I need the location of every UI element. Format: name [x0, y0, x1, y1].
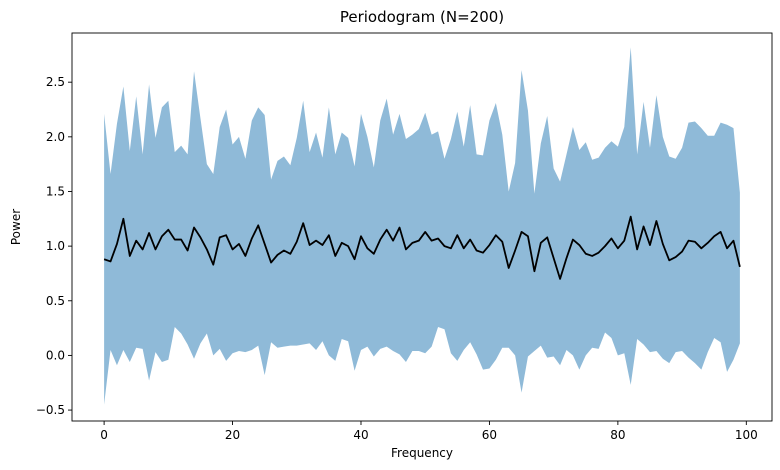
x-tick-label: 0	[100, 428, 108, 442]
x-tick-label: 80	[610, 428, 625, 442]
y-tick-label: 1.0	[46, 239, 65, 253]
mean-power-line	[103, 215, 741, 280]
y-tick-label: 2.5	[46, 75, 65, 89]
y-tick-label: 0.0	[46, 348, 65, 362]
confidence-band	[104, 47, 740, 405]
y-tick-label: 1.5	[46, 184, 65, 198]
x-axis-label: Frequency	[391, 446, 453, 460]
x-tick-label: 40	[353, 428, 368, 442]
y-tick-label: 0.5	[46, 294, 65, 308]
chart-title: Periodogram (N=200)	[340, 8, 504, 26]
y-tick-label: −0.5	[36, 403, 65, 417]
y-tick-label: 2.0	[46, 130, 65, 144]
plot-frame	[71, 32, 773, 422]
x-tick-label: 60	[482, 428, 497, 442]
x-tick-label: 20	[225, 428, 240, 442]
x-axis: 0 20 40 60 80 100	[100, 421, 758, 442]
y-axis-label: Power	[9, 209, 23, 245]
plot-area	[103, 47, 741, 405]
y-axis: −0.5 0.0 0.5 1.0 1.5 2.0 2.5	[36, 75, 72, 417]
x-tick-label: 100	[735, 428, 758, 442]
